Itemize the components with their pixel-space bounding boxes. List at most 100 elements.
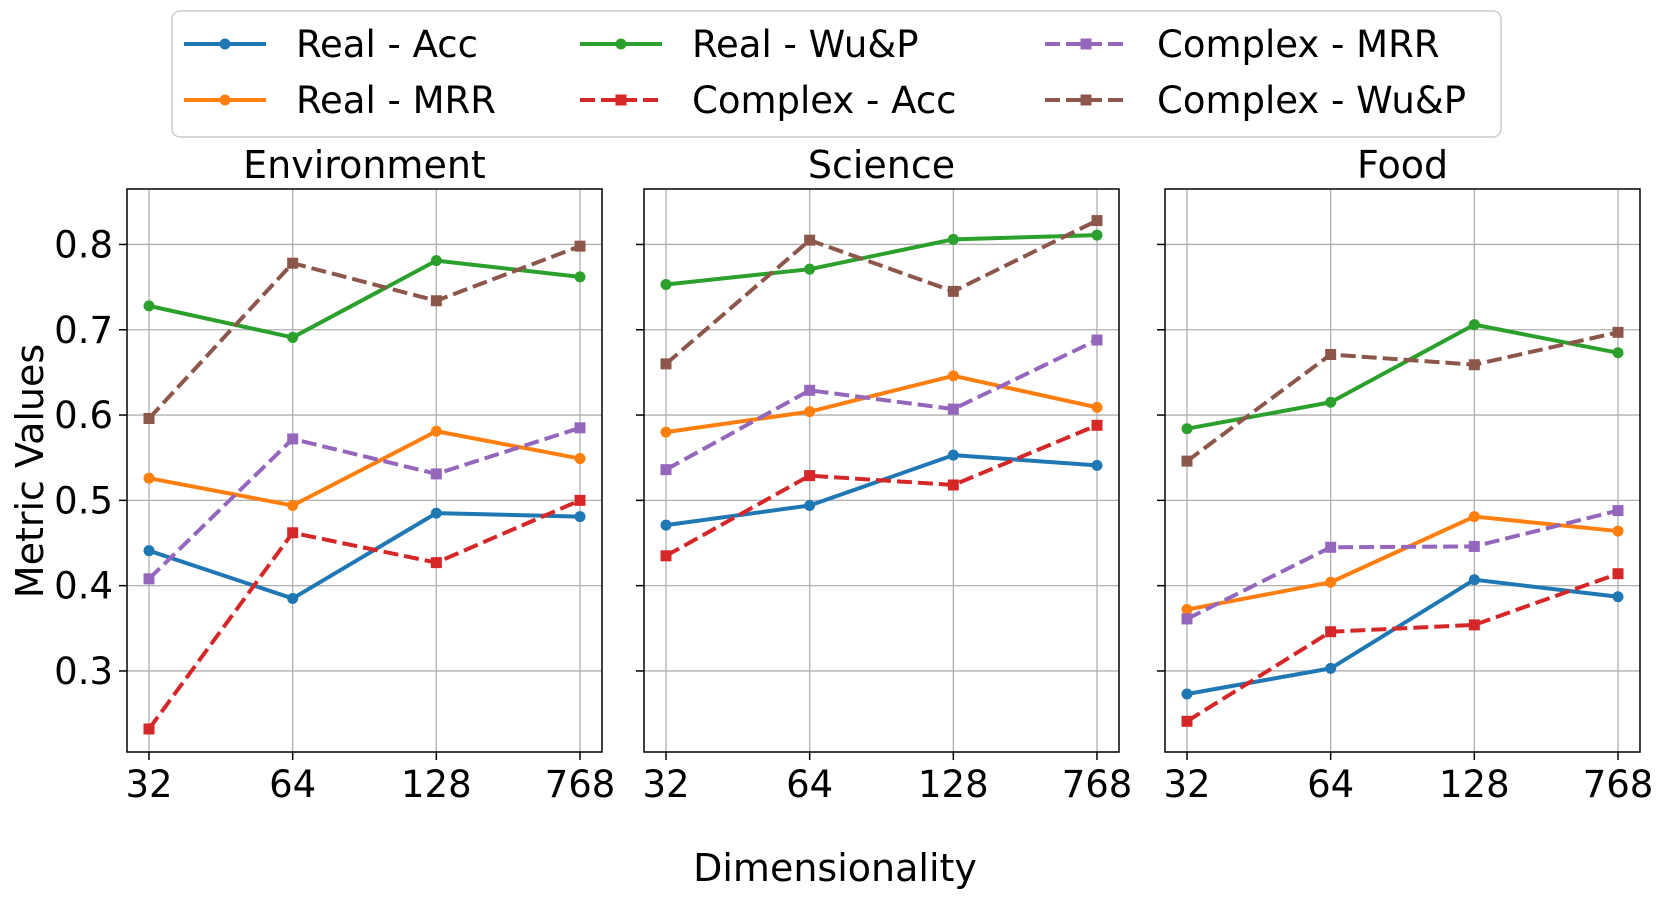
x-tick-label: 128: [918, 763, 989, 806]
data-point: [574, 453, 586, 465]
series-line-complex-acc: [665, 423, 1098, 558]
data-point: [804, 499, 816, 511]
data-point: [1325, 662, 1337, 674]
data-point: [804, 470, 816, 482]
series-line-complex-wu-p: [664, 218, 1098, 366]
data-point: [660, 519, 672, 531]
legend-swatch-marker: [1080, 94, 1092, 106]
data-point: [574, 511, 586, 523]
series-line-complex-wu-p: [147, 244, 581, 420]
y-tick-label: 0.8: [54, 223, 113, 266]
data-point: [143, 472, 155, 484]
plot-frame: [126, 188, 603, 753]
panel-environment: Environment 32 64 128 768 0.3 0.4 0.5 0.6 0.7 0.8: [54, 143, 615, 806]
legend-swatch-marker: [219, 94, 231, 106]
data-point: [1612, 525, 1624, 537]
series-line-real-acc: [1186, 577, 1619, 696]
data-point: [947, 479, 959, 491]
data-point: [574, 240, 586, 252]
data-point: [1612, 326, 1624, 338]
data-point: [1468, 540, 1480, 552]
x-tick-label: 32: [1163, 763, 1210, 806]
legend-label: Real - Wu&P: [692, 23, 919, 66]
data-point: [1091, 215, 1103, 227]
x-tick-label: 32: [125, 763, 172, 806]
series-line-complex-acc: [147, 498, 581, 731]
plot-frame: [1164, 188, 1641, 753]
data-point: [1181, 455, 1193, 467]
data-point: [1181, 715, 1193, 727]
x-tick-label: 64: [1307, 763, 1354, 806]
data-point: [660, 279, 672, 291]
data-point: [1091, 419, 1103, 431]
legend-swatch-marker: [615, 38, 627, 50]
series-line-real-wu-p: [148, 258, 581, 340]
data-point: [1612, 568, 1624, 580]
series-line-real-mrr: [1186, 514, 1619, 612]
data-point: [947, 403, 959, 415]
data-point: [287, 499, 299, 511]
data-point: [1325, 348, 1337, 360]
data-point: [430, 507, 442, 519]
data-point: [1325, 626, 1337, 638]
panel-title: Environment: [243, 143, 486, 187]
y-tick-label: 0.7: [54, 309, 113, 352]
legend-label: Complex - Wu&P: [1157, 79, 1466, 122]
data-point: [1181, 613, 1193, 625]
series-line-complex-mrr: [665, 338, 1098, 472]
data-point: [804, 406, 816, 418]
data-point: [574, 422, 586, 434]
data-point: [287, 433, 299, 445]
legend-box: [171, 10, 1502, 138]
data-point: [1612, 347, 1624, 359]
data-point: [804, 384, 816, 396]
legend-swatch-marker: [1080, 38, 1092, 50]
data-point: [430, 255, 442, 267]
series-line-complex-wu-p: [1185, 330, 1619, 463]
series-line-complex-acc: [1185, 571, 1619, 723]
x-axis-label: Dimensionality: [693, 846, 977, 890]
data-point: [143, 723, 155, 735]
series-line-real-acc: [148, 511, 581, 601]
series-line-real-wu-p: [665, 233, 1098, 287]
x-tick-label: 128: [401, 763, 472, 806]
data-point: [143, 573, 155, 585]
data-point: [660, 550, 672, 562]
series-line-complex-mrr: [147, 425, 581, 581]
legend: Real - Acc Real - MRR Real - Wu&P Complex -…: [171, 10, 1502, 138]
legend-label: Real - MRR: [296, 79, 496, 122]
legend-label: Complex - Acc: [692, 79, 957, 122]
data-point: [947, 449, 959, 461]
y-tick-label: 0.4: [54, 565, 113, 608]
plot-frame: [643, 188, 1120, 753]
y-tick-label: 0.3: [54, 650, 113, 693]
data-point: [804, 263, 816, 275]
panel-title: Science: [808, 143, 955, 187]
data-point: [1325, 541, 1337, 553]
x-tick-label: 32: [642, 763, 689, 806]
series-line-real-mrr: [665, 373, 1098, 435]
data-point: [574, 271, 586, 283]
data-point: [1091, 401, 1103, 413]
panel-food: Food 32 64 128 768: [1157, 143, 1653, 806]
data-point: [1325, 396, 1337, 408]
data-point: [574, 494, 586, 506]
y-tick-label: 0.6: [54, 394, 113, 437]
series-line-real-wu-p: [1186, 322, 1619, 431]
legend-label: Real - Acc: [296, 23, 478, 66]
data-point: [1612, 505, 1624, 517]
data-point: [287, 257, 299, 269]
data-point: [1181, 604, 1193, 616]
data-point: [287, 331, 299, 343]
data-point: [1181, 688, 1193, 700]
data-point: [1468, 619, 1480, 631]
x-tick-label: 768: [1583, 763, 1654, 806]
data-point: [1612, 591, 1624, 603]
legend-label: Complex - MRR: [1157, 23, 1440, 66]
x-tick-label: 64: [786, 763, 833, 806]
data-point: [430, 468, 442, 480]
data-point: [660, 426, 672, 438]
legend-swatch-marker: [615, 94, 627, 106]
